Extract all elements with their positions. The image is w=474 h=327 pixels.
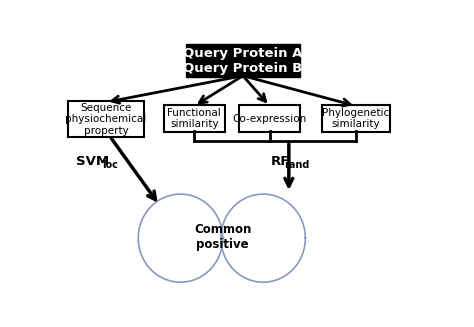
FancyBboxPatch shape bbox=[164, 105, 225, 132]
Text: rand: rand bbox=[284, 160, 310, 170]
Text: loc: loc bbox=[102, 160, 118, 170]
FancyBboxPatch shape bbox=[322, 105, 390, 132]
Text: Functional
similarity: Functional similarity bbox=[167, 108, 221, 129]
Text: Phylogenetic
similarity: Phylogenetic similarity bbox=[322, 108, 390, 129]
Text: RF: RF bbox=[271, 155, 290, 168]
Text: SVM: SVM bbox=[76, 155, 109, 168]
Text: Co-expression: Co-expression bbox=[232, 113, 307, 124]
Text: Sequence
physiochemical
property: Sequence physiochemical property bbox=[65, 103, 147, 136]
Text: Query Protein A
Query Protein B: Query Protein A Query Protein B bbox=[183, 47, 302, 75]
FancyBboxPatch shape bbox=[186, 44, 300, 77]
FancyBboxPatch shape bbox=[68, 101, 144, 137]
FancyBboxPatch shape bbox=[239, 105, 300, 132]
Text: Common
positive: Common positive bbox=[194, 223, 251, 251]
